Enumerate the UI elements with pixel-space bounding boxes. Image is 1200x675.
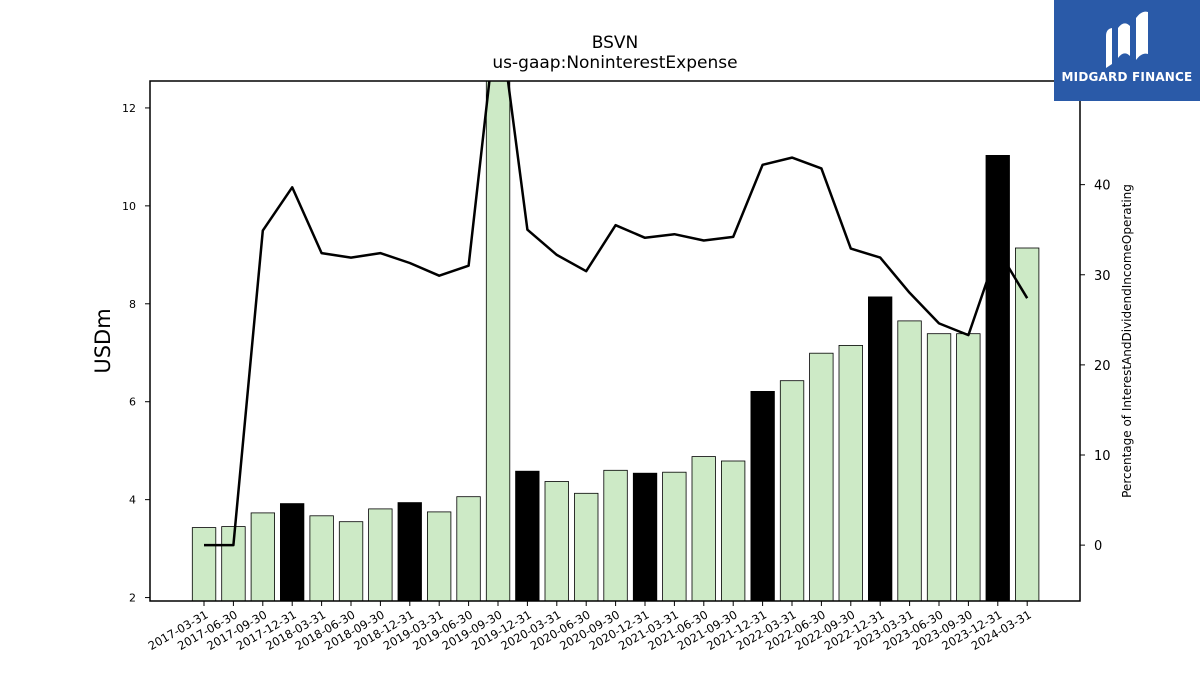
bar-2023-12-31 [985, 154, 1010, 601]
bar-2024-03-31 [1015, 247, 1040, 601]
y2-tick-label-0: 0 [1094, 539, 1102, 554]
plot-frame [149, 80, 1081, 602]
y-tick-label-12: 12 [122, 102, 136, 115]
bar-2019-03-31 [426, 511, 452, 601]
left-axis: 2 4 6 8 10 12 [122, 102, 150, 605]
bar-2019-06-30 [456, 496, 481, 601]
y2-tick-label-30: 30 [1094, 269, 1111, 284]
y2-tick-label-40: 40 [1094, 179, 1111, 194]
bar-2023-03-31 [897, 320, 922, 601]
bar-2020-06-30 [574, 492, 599, 601]
bar-2018-03-31 [309, 515, 334, 601]
bar-2019-09-30 [485, 81, 511, 601]
y2-tick-label-10: 10 [1094, 449, 1111, 464]
chart-subtitle: us-gaap:NoninterestExpense [492, 53, 737, 73]
line-group [204, 81, 1029, 547]
bar-2022-03-31 [779, 380, 805, 601]
y-tick-label-2: 2 [129, 592, 136, 605]
midgard-finance-logo: MIDGARD FINANCE [1054, 0, 1200, 101]
chart-title: BSVN [592, 33, 639, 53]
bar-2020-03-31 [544, 481, 569, 601]
bar-2023-09-30 [956, 333, 981, 601]
y2-tick-label-20: 20 [1094, 359, 1111, 374]
bar-2021-06-30 [691, 456, 716, 601]
logo-mark-icon [1106, 11, 1148, 68]
bar-2022-06-30 [809, 352, 834, 601]
y-tick-label-8: 8 [129, 298, 136, 311]
y-axis-label: USDm [91, 308, 115, 373]
bar-2022-12-31 [868, 296, 893, 601]
bar-2018-09-30 [368, 508, 393, 601]
bar-2021-09-30 [721, 460, 746, 601]
bar-2020-12-31 [632, 472, 658, 601]
bar-2018-12-31 [397, 502, 422, 601]
bar-2023-06-30 [926, 333, 952, 601]
bar-2017-03-31 [191, 527, 217, 601]
bar-2017-12-31 [279, 503, 305, 601]
bar-2021-03-31 [662, 471, 687, 601]
bar-2022-09-30 [838, 344, 863, 601]
x-axis: 2017-03-312017-06-302017-09-302017-12-31… [146, 601, 1034, 653]
logo-text: MIDGARD FINANCE [1061, 70, 1193, 84]
bar-2017-09-30 [250, 512, 276, 601]
percentage-line [204, 81, 1029, 547]
y-tick-label-10: 10 [122, 200, 136, 213]
y2-axis-label: Percentage of InterestAndDividendIncomeO… [1120, 184, 1134, 498]
bar-2019-12-31 [515, 470, 540, 601]
bar-2021-12-31 [750, 390, 775, 601]
bars-group [191, 81, 1040, 601]
bar-2020-09-30 [603, 469, 628, 601]
y-tick-label-6: 6 [129, 396, 136, 409]
y-tick-label-4: 4 [129, 494, 136, 507]
right-axis: 0 10 20 30 40 [1080, 179, 1111, 554]
bar-2018-06-30 [338, 521, 364, 601]
